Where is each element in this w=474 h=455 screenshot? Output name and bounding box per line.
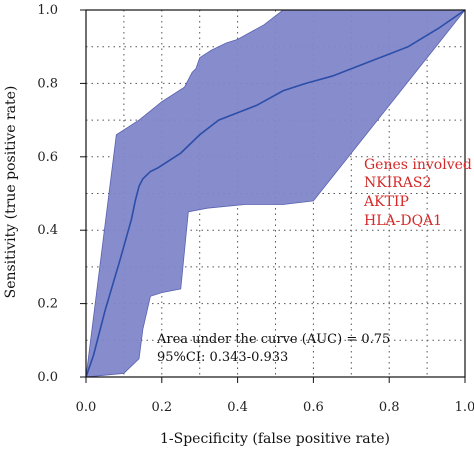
gene-label: AKTIP [363, 194, 409, 210]
x-axis-ticks: 0.0 0.2 0.4 0.6 0.8 1.0 [76, 377, 474, 415]
auc-annotation: Area under the curve (AUC) = 0.75 [156, 332, 390, 347]
plot-frame [85, 9, 466, 378]
y-tick-label: 0.6 [37, 150, 58, 165]
genes-legend: Genes involved NKIRAS2 AKTIP HLA-DQA1 [363, 157, 472, 229]
y-axis-ticks: 0.0 0.2 0.4 0.6 0.8 1.0 [37, 3, 86, 385]
x-tick-label: 0.2 [151, 400, 172, 415]
x-axis-title: 1-Specificity (false positive rate) [160, 431, 390, 447]
y-tick-label: 0.8 [37, 76, 58, 91]
y-tick-label: 0.0 [37, 370, 58, 385]
gene-label: NKIRAS2 [364, 175, 431, 191]
y-tick-label: 1.0 [37, 3, 58, 18]
x-tick-label: 0.6 [303, 400, 324, 415]
y-tick-label: 0.2 [37, 297, 58, 312]
x-tick-label: 0.0 [76, 400, 97, 415]
x-tick-label: 0.8 [379, 400, 400, 415]
y-tick-label: 0.4 [37, 223, 58, 238]
x-tick-label: 0.4 [227, 400, 248, 415]
x-tick-label: 1.0 [455, 400, 474, 415]
ci-annotation: 95%CI: 0.343-0.933 [157, 350, 288, 365]
gene-label: HLA-DQA1 [364, 213, 442, 229]
genes-title: Genes involved [364, 157, 472, 173]
roc-curve-line [85, 9, 466, 378]
y-axis-title: Sensitivity (true positive rate) [3, 86, 19, 299]
roc-curve-layer [85, 9, 466, 378]
